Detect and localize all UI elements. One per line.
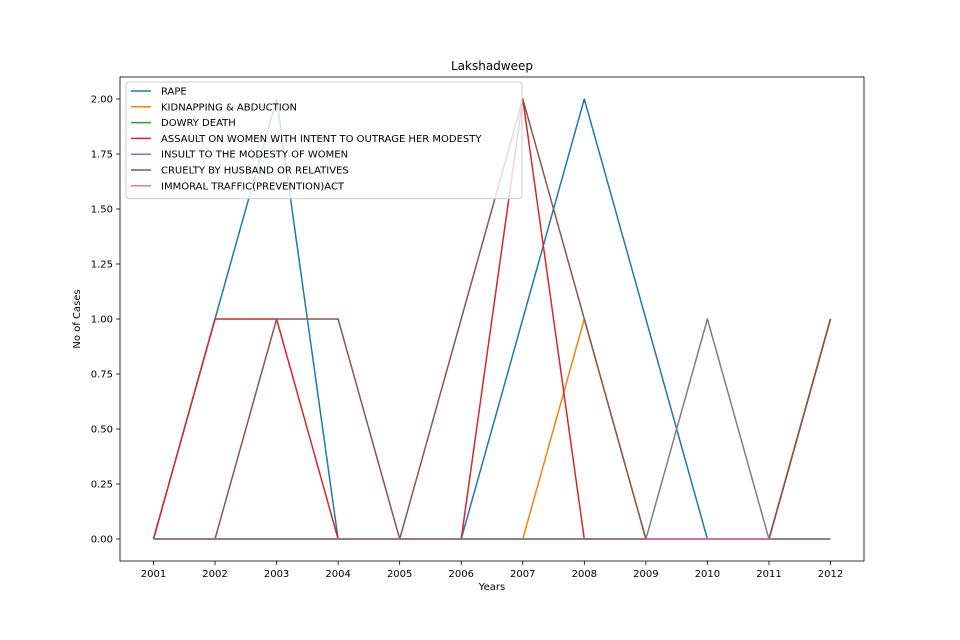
y-tick-label: 0.75 (91, 370, 113, 381)
x-tick-label: 2010 (695, 569, 720, 580)
legend-label: CRUELTY BY HUSBAND OR RELATIVES (161, 166, 349, 177)
legend-label: IMMORAL TRAFFIC(PREVENTION)ACT (161, 181, 345, 192)
y-tick-label: 2.00 (91, 95, 113, 106)
legend: RAPE KIDNAPPING & ABDUCTION DOWRY DEATH ASS… (125, 81, 523, 200)
x-tick-label: 2008 (572, 569, 597, 580)
x-axis-label: Years (478, 582, 505, 593)
series-line-7 (153, 318, 831, 540)
legend-label: KIDNAPPING & ABDUCTION (161, 102, 297, 113)
x-tick-label: 2012 (818, 569, 843, 580)
y-tick-label: 0.25 (91, 480, 113, 491)
x-tick-label: 2002 (202, 569, 227, 580)
plot-area-frame (119, 76, 865, 562)
x-tick-label: 2004 (325, 569, 350, 580)
legend-label: INSULT TO THE MODESTY OF WOMEN (161, 150, 348, 161)
chart-title: Lakshadweep (451, 59, 533, 73)
x-tick-label: 2003 (264, 569, 289, 580)
x-tick-label: 2009 (633, 569, 658, 580)
y-tick-label: 1.75 (91, 150, 113, 161)
x-tick-label: 2006 (448, 569, 473, 580)
y-axis-label: No of Cases (72, 289, 83, 348)
x-tick-label: 2007 (510, 569, 535, 580)
x-tick-label: 2011 (756, 569, 781, 580)
y-tick-label: 1.00 (91, 315, 113, 326)
y-tick-label: 0.50 (91, 425, 113, 436)
legend-label: RAPE (161, 87, 187, 98)
y-tick-label: 1.25 (91, 260, 113, 271)
x-tick-label: 2001 (141, 569, 166, 580)
x-tick-label: 2005 (387, 569, 412, 580)
y-tick-label: 1.50 (91, 205, 113, 216)
axes-layer: 2001 2002 2003 2004 2005 2006 2007 2008 2009 2010… (91, 95, 844, 581)
y-tick-label: 0.00 (91, 535, 113, 546)
legend-label: DOWRY DEATH (161, 118, 236, 129)
legend-box (125, 81, 523, 200)
legend-label: ASSAULT ON WOMEN WITH INTENT TO OUTRAGE … (161, 134, 482, 145)
